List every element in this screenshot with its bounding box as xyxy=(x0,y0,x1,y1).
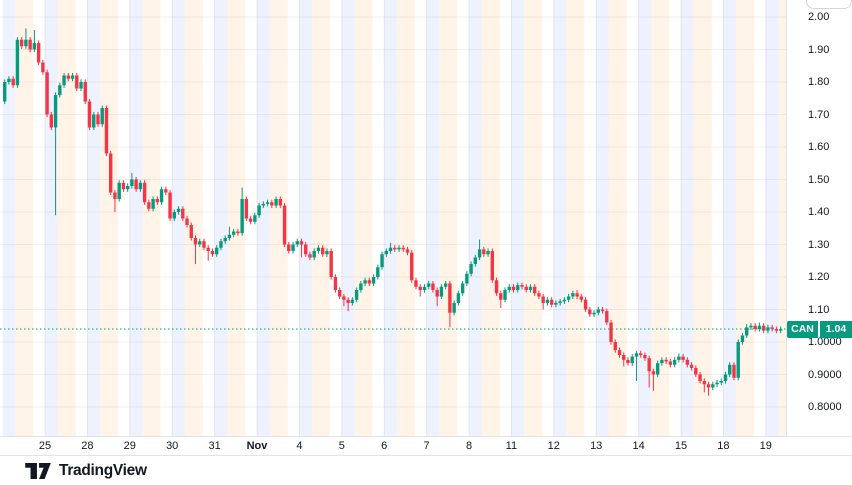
time-tick-label: 6 xyxy=(381,440,388,452)
candlestick-chart[interactable]: E xyxy=(0,0,786,436)
price-tick-label: 1.50 xyxy=(808,173,830,186)
footer: TradingView xyxy=(0,457,852,485)
time-axis[interactable]: 25 28 29 30 31 Nov 4 5 6 7 8 11 12 13 14 15 18 19 xyxy=(0,436,852,456)
price-tick-label: 1.20 xyxy=(808,271,830,283)
time-tick-label: 19 xyxy=(759,440,772,452)
time-tick-label: 12 xyxy=(547,440,560,452)
price-tick-label: 1.0000 xyxy=(808,336,842,348)
tradingview-logo[interactable]: TradingView xyxy=(25,462,147,480)
price-tick-label: 1.40 xyxy=(808,206,830,218)
time-tick-label: 4 xyxy=(296,440,303,452)
time-tick-label: 5 xyxy=(338,440,345,452)
time-tick-label: 7 xyxy=(423,440,430,452)
price-tick-label: 1.30 xyxy=(808,238,830,251)
time-tick-label: 18 xyxy=(717,440,730,452)
tradingview-logo-mark xyxy=(25,463,51,479)
chart-canvas[interactable] xyxy=(0,0,786,436)
time-tick-label: 29 xyxy=(123,440,136,452)
price-tick-label: 2.00 xyxy=(808,11,830,23)
symbol-label: CAN xyxy=(787,320,818,338)
time-tick-label: 15 xyxy=(674,440,688,452)
time-tick-label: 14 xyxy=(632,440,645,452)
time-tick-label: 11 xyxy=(505,440,518,452)
time-tick-label: 8 xyxy=(465,440,473,452)
brand-name: TradingView xyxy=(59,462,147,479)
price-tick-label: 1.60 xyxy=(808,141,830,153)
time-tick-label: 25 xyxy=(38,440,52,452)
price-tick-label: 1.70 xyxy=(808,108,830,121)
price-scale-pill xyxy=(806,0,852,9)
price-tick-label: 0.9000 xyxy=(808,368,842,381)
price-tick-label: 1.80 xyxy=(808,76,830,88)
price-axis[interactable]: 2.00 1.90 1.80 1.70 1.60 1.50 1.40 1.30 1.20 1.10… xyxy=(786,0,852,436)
time-tick-label: 28 xyxy=(81,440,94,452)
last-price-value: 1.04 xyxy=(820,320,852,338)
price-tick-label: 1.10 xyxy=(808,303,830,316)
time-tick-label: 13 xyxy=(590,440,603,452)
time-tick-label: Nov xyxy=(246,440,268,452)
time-tick-label: 31 xyxy=(208,440,221,452)
time-tick-label: 30 xyxy=(166,440,179,452)
price-tick-label: 0.8000 xyxy=(808,401,842,413)
price-tick-label: 1.90 xyxy=(808,43,830,56)
last-price-badge: CAN 1.04 xyxy=(787,320,852,338)
